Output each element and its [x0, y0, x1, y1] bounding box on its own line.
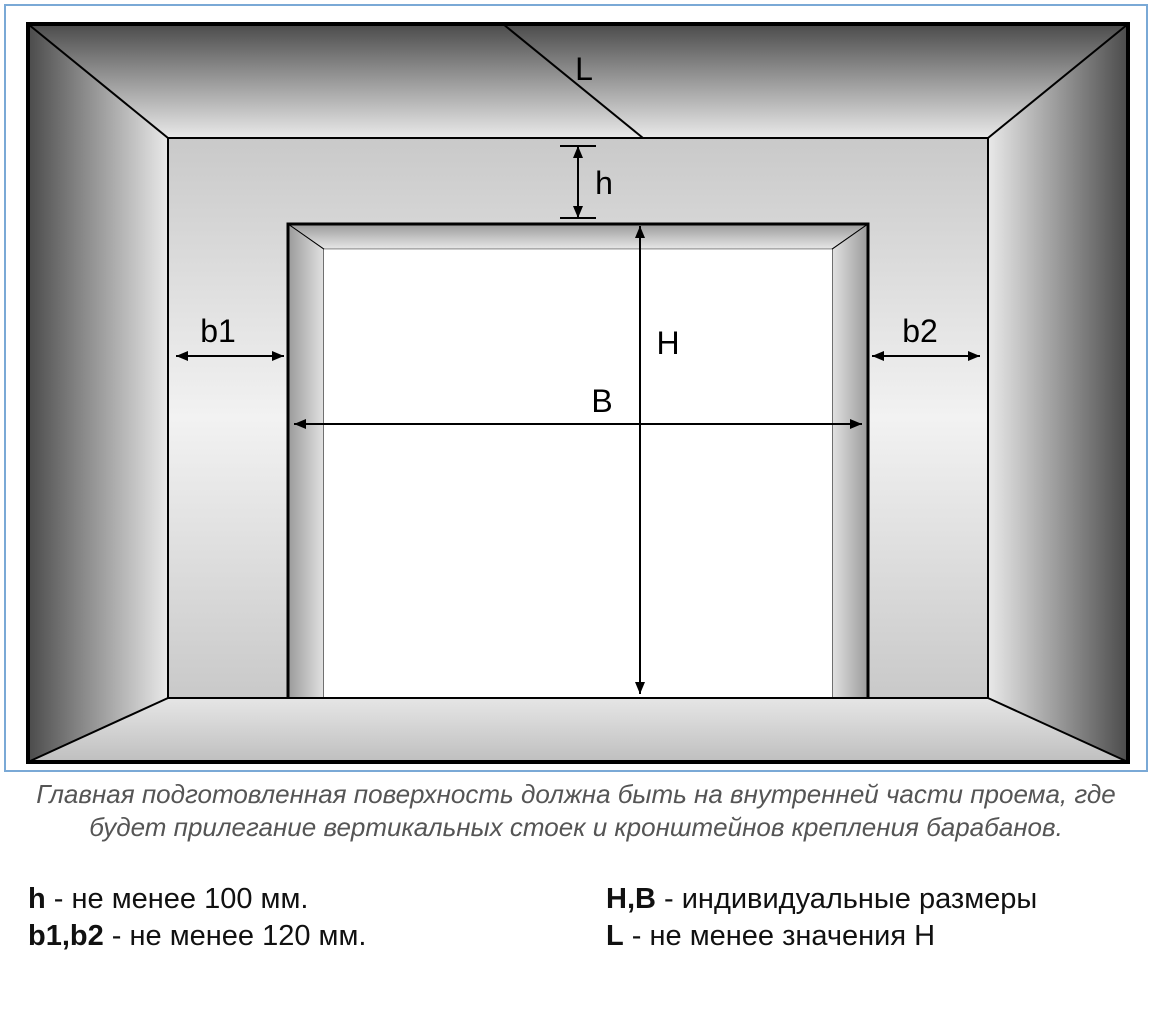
svg-text:b2: b2	[902, 313, 938, 349]
legend-text: - индивидуальные размеры	[656, 883, 1037, 915]
svg-text:L: L	[575, 51, 593, 87]
legend-symbol: L	[606, 920, 624, 952]
legend-symbol: H,B	[606, 883, 656, 915]
legend-row: b1,b2 - не менее 120 мм.	[28, 920, 546, 953]
garage-diagram: Lh b1 b2 H B	[8, 8, 1148, 768]
legend-symbol: b1,b2	[28, 920, 104, 952]
legend-text: - не менее 100 мм.	[46, 883, 309, 915]
svg-text:b1: b1	[200, 313, 236, 349]
diagram-frame: Lh b1 b2 H B	[4, 4, 1148, 772]
legend-row: h - не менее 100 мм.	[28, 883, 546, 916]
legend-col-left: h - не менее 100 мм. b1,b2 - не менее 12…	[28, 879, 546, 957]
svg-text:B: B	[591, 383, 612, 419]
svg-text:H: H	[656, 325, 679, 361]
svg-text:h: h	[595, 165, 613, 201]
legend-text: - не менее значения H	[624, 920, 935, 952]
legend: h - не менее 100 мм. b1,b2 - не менее 12…	[0, 857, 1152, 981]
legend-row: L - не менее значения H	[606, 920, 1124, 953]
legend-text: - не менее 120 мм.	[104, 920, 367, 952]
legend-symbol: h	[28, 883, 46, 915]
legend-row: H,B - индивидуальные размеры	[606, 883, 1124, 916]
diagram-caption: Главная подготовленная поверхность должн…	[0, 772, 1152, 857]
legend-col-right: H,B - индивидуальные размеры L - не мене…	[606, 879, 1124, 957]
